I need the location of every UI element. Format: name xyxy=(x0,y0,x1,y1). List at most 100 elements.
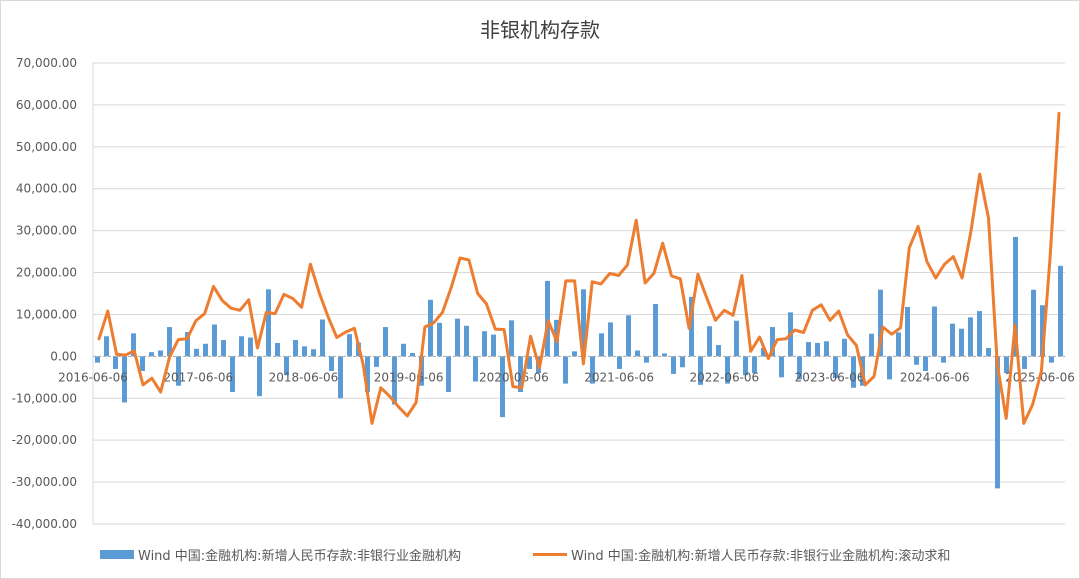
bar xyxy=(428,299,433,357)
bar xyxy=(230,356,235,392)
bar xyxy=(887,356,892,380)
bar xyxy=(221,340,226,357)
bar xyxy=(401,343,406,357)
bar xyxy=(194,348,199,357)
y-tick-label: -40,000.00 xyxy=(12,517,77,531)
line-series xyxy=(97,111,1061,425)
bar xyxy=(203,343,208,357)
bar xyxy=(248,337,253,357)
bar xyxy=(509,320,514,357)
bar xyxy=(617,356,622,369)
x-tick-label: 2018-06-06 xyxy=(269,370,339,384)
bar xyxy=(446,356,451,392)
bar xyxy=(293,340,298,357)
bar xyxy=(257,356,262,397)
bar xyxy=(95,356,100,363)
bar xyxy=(1022,356,1027,369)
bar xyxy=(716,345,721,357)
bar xyxy=(815,342,820,357)
bar xyxy=(338,356,343,399)
y-tick-label: -30,000.00 xyxy=(12,475,77,489)
x-tick-label: 2022-06-06 xyxy=(689,370,759,384)
bar xyxy=(419,356,424,386)
bar xyxy=(680,356,685,368)
bar xyxy=(626,315,631,357)
bar xyxy=(653,303,658,357)
legend: Wind 中国:金融机构:新增人民币存款:非银行业金融机构 Wind 中国:金融… xyxy=(0,545,1080,565)
bar xyxy=(1040,305,1045,357)
x-tick-label: 2016-06-06 xyxy=(58,370,128,384)
legend-swatch-line xyxy=(533,553,567,556)
y-tick-label: -20,000.00 xyxy=(12,433,77,447)
y-tick-label: 30,000.00 xyxy=(16,224,77,238)
bar xyxy=(185,332,190,357)
bar xyxy=(671,356,676,374)
bar xyxy=(545,280,550,357)
bar xyxy=(320,319,325,357)
bar xyxy=(914,356,919,365)
bar xyxy=(968,317,973,357)
bar xyxy=(374,356,379,367)
legend-item-line: Wind 中国:金融机构:新增人民币存款:非银行业金融机构:滚动求和 xyxy=(533,545,950,564)
bar xyxy=(527,356,532,369)
x-tick-label: 2019-06-06 xyxy=(374,370,444,384)
bar xyxy=(122,356,127,403)
bar xyxy=(455,318,460,357)
bar xyxy=(131,333,136,357)
bar xyxy=(644,356,649,363)
bar xyxy=(347,334,352,357)
bar xyxy=(743,356,748,376)
bar xyxy=(590,356,595,384)
bar xyxy=(392,356,397,405)
x-axis-labels: 2016-06-06 2017-06-06 2018-06-06 2019-06-06… xyxy=(58,370,1075,384)
legend-swatch-bar xyxy=(100,550,134,559)
y-tick-label: 40,000.00 xyxy=(16,182,77,196)
bar-series xyxy=(95,236,1063,489)
bar xyxy=(635,350,640,357)
bar xyxy=(581,289,586,357)
bar xyxy=(158,350,163,357)
bar xyxy=(500,356,505,418)
bar xyxy=(869,333,874,357)
y-axis-labels: 70,000.00 60,000.00 50,000.00 40,000.00 30,0… xyxy=(12,56,77,531)
x-tick-label: 2021-06-06 xyxy=(584,370,654,384)
bar xyxy=(1031,289,1036,357)
bar xyxy=(761,347,766,357)
chart-title: 非银机构存款 xyxy=(480,18,600,42)
bar xyxy=(113,356,118,369)
bar xyxy=(797,356,802,380)
bar xyxy=(212,324,217,357)
bar xyxy=(770,327,775,357)
bar xyxy=(806,342,811,357)
legend-item-bars: Wind 中国:金融机构:新增人民币存款:非银行业金融机构 xyxy=(100,545,461,564)
legend-label-line: Wind 中国:金融机构:新增人民币存款:非银行业金融机构:滚动求和 xyxy=(571,549,951,564)
bar xyxy=(563,356,568,384)
bar xyxy=(905,306,910,357)
bar xyxy=(725,356,730,384)
x-tick-label: 2020-06-06 xyxy=(479,370,549,384)
x-tick-label: 2024-06-06 xyxy=(900,370,970,384)
bar xyxy=(365,356,370,392)
bar xyxy=(662,353,667,357)
bar xyxy=(104,336,109,357)
bar xyxy=(986,347,991,357)
y-tick-label: 50,000.00 xyxy=(16,140,77,154)
bar xyxy=(779,356,784,378)
rolling-sum-line xyxy=(97,111,1061,425)
y-tick-label: 70,000.00 xyxy=(16,56,77,70)
bar xyxy=(932,306,937,357)
bar xyxy=(140,356,145,372)
y-tick-label: 60,000.00 xyxy=(16,98,77,112)
bar xyxy=(1013,236,1018,357)
bar xyxy=(734,320,739,357)
bar xyxy=(599,333,604,357)
bar xyxy=(851,356,856,388)
bar xyxy=(1049,356,1054,363)
bar xyxy=(977,311,982,357)
bar xyxy=(302,346,307,357)
bar xyxy=(383,327,388,357)
bar xyxy=(833,356,838,379)
bar xyxy=(824,341,829,357)
bar xyxy=(275,342,280,357)
